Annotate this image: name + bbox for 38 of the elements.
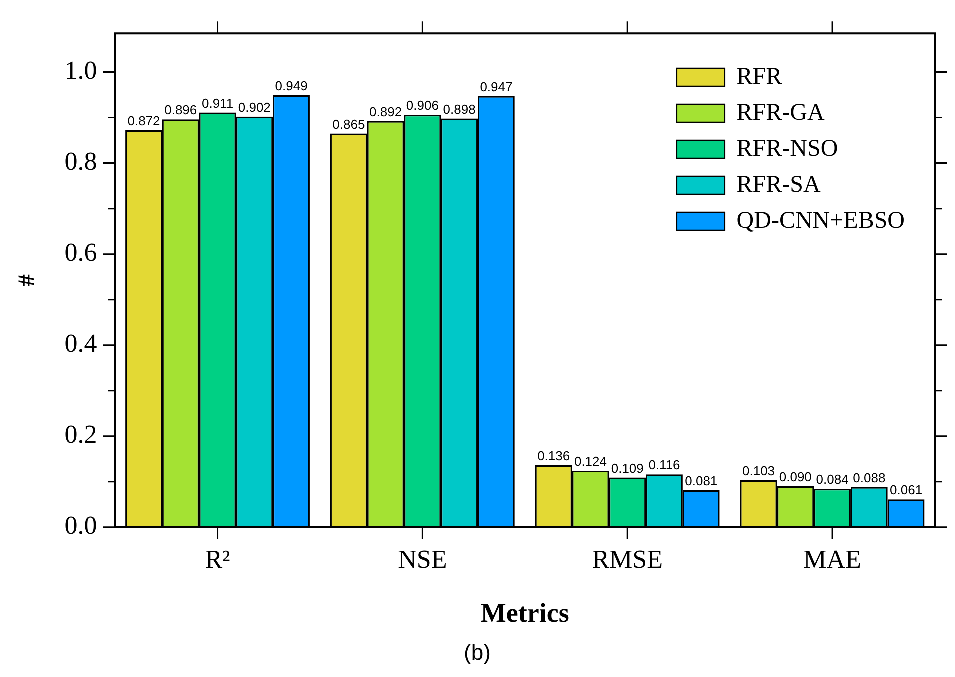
y-tick-label: 0.4: [64, 329, 98, 358]
data-label: 0.061: [890, 482, 923, 498]
data-label: 0.902: [238, 100, 271, 115]
data-label: 0.898: [443, 102, 476, 117]
data-label: 0.865: [332, 116, 366, 132]
legend-label: RFR: [736, 64, 782, 90]
legend-label: RFR-SA: [736, 172, 822, 198]
data-label: 0.103: [742, 464, 776, 479]
data-label: 0.116: [648, 458, 680, 473]
legend-label: RFR-GA: [736, 100, 826, 126]
data-label: 0.896: [164, 102, 198, 118]
text: (b): [463, 640, 492, 666]
x-tick-label: NSE: [398, 544, 448, 574]
x-axis-title: Metrics: [480, 598, 570, 628]
data-label: 0.892: [370, 104, 402, 120]
x-tick-label: RMSE: [592, 544, 664, 574]
data-label: 0.084: [816, 472, 849, 488]
y-tick-label: 0.6: [64, 238, 98, 268]
x-tick-label: R²: [205, 544, 231, 574]
data-label: 0.136: [538, 448, 570, 464]
data-label: 0.872: [128, 114, 160, 129]
data-label: 0.124: [574, 454, 607, 470]
data-label: 0.911: [202, 96, 234, 111]
y-tick-label: 0.0: [64, 511, 98, 540]
data-label: 0.090: [779, 470, 812, 485]
data-label: 0.949: [275, 78, 308, 94]
y-tick-label: 0.8: [64, 147, 98, 176]
data-label: 0.947: [480, 79, 513, 94]
y-tick-label: 0.2: [64, 420, 98, 450]
x-tick-label: MAE: [804, 544, 862, 574]
data-label: 0.081: [685, 474, 718, 489]
data-label: 0.088: [853, 470, 886, 486]
y-tick-label: 1.0: [64, 56, 98, 86]
y-axis-title: #: [14, 274, 41, 286]
data-label: 0.906: [406, 98, 439, 114]
data-label: 0.109: [611, 460, 644, 476]
legend-label: QD-CNN+EBSO: [736, 208, 906, 234]
legend-label: RFR-NSO: [736, 136, 838, 162]
